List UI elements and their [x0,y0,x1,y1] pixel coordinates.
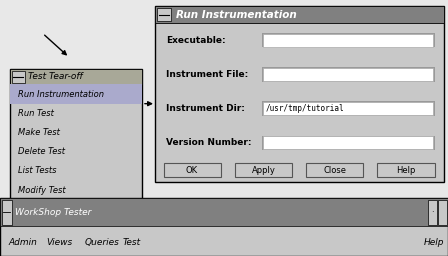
Text: Run Instrumentation: Run Instrumentation [18,90,104,99]
Bar [262,33,435,47]
Bar [262,101,435,116]
Bar [262,136,435,150]
Text: Queries: Queries [84,238,119,247]
Bar [10,69,142,200]
Bar [157,8,171,21]
Text: Version Number:: Version Number: [166,138,251,147]
Bar [262,67,435,82]
Bar [10,69,142,84]
Text: /usr/tmp/tutorial: /usr/tmp/tutorial [266,104,345,113]
Text: OK: OK [186,166,198,175]
Bar [378,163,435,177]
Text: Make Test: Make Test [18,128,60,137]
Text: Executable:: Executable: [166,36,225,45]
Text: Run Instrumentation: Run Instrumentation [176,10,297,20]
Text: Modify Test: Modify Test [18,186,65,195]
Bar [263,34,433,47]
Text: List Tests: List Tests [18,166,56,175]
Text: Admin: Admin [8,238,37,247]
Text: Test Tear-off: Test Tear-off [28,72,82,81]
Bar [306,163,363,177]
Bar [12,71,25,83]
Bar [2,200,12,225]
Text: ·: · [431,208,434,217]
Bar [438,200,447,225]
Bar [164,163,220,177]
Bar [235,163,292,177]
Bar [10,84,142,104]
Text: Help: Help [396,166,416,175]
Text: Test: Test [122,238,140,247]
Text: Close: Close [323,166,346,175]
Text: Instrument File:: Instrument File: [166,70,248,79]
Text: Instrument Dir:: Instrument Dir: [166,104,245,113]
Bar [155,6,444,182]
Text: Help: Help [423,238,444,247]
Text: Views: Views [46,238,73,247]
Text: Run Test: Run Test [18,109,54,118]
Text: Delete Test: Delete Test [18,147,65,156]
Text: WorkShop Tester: WorkShop Tester [15,208,91,217]
Bar [263,102,433,115]
Bar [0,198,448,256]
Bar [263,68,433,81]
Bar [428,200,437,225]
Bar [155,6,444,23]
Bar [0,198,448,226]
Text: Apply: Apply [251,166,276,175]
Bar [263,136,433,149]
